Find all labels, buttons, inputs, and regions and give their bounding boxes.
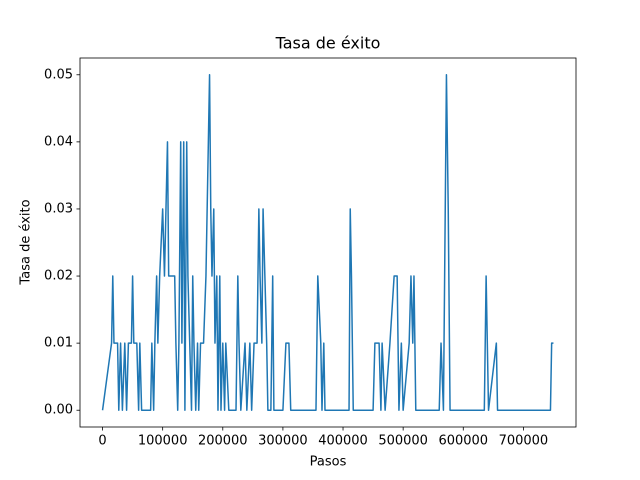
y-tick-label: 0.00 [44, 403, 73, 418]
x-tick-label: 600000 [438, 434, 488, 449]
x-tick-label: 0 [98, 434, 106, 449]
y-tick-label: 0.04 [44, 134, 73, 149]
y-tick-label: 0.03 [44, 201, 73, 216]
x-tick-label: 500000 [378, 434, 428, 449]
x-tick-label: 200000 [198, 434, 248, 449]
y-tick-label: 0.05 [44, 67, 73, 82]
x-tick-label: 700000 [499, 434, 549, 449]
plot-frame [79, 57, 577, 428]
data-line [101, 74, 554, 411]
chart-title: Tasa de éxito [275, 34, 381, 53]
x-tick-label: 300000 [258, 434, 308, 449]
y-tick-label: 0.02 [44, 269, 73, 284]
x-tick-label: 100000 [138, 434, 188, 449]
x-axis-label: Pasos [310, 455, 347, 470]
y-axis-label: Tasa de éxito [19, 199, 34, 285]
y-tick-label: 0.01 [44, 336, 73, 351]
x-tick-label: 400000 [318, 434, 368, 449]
